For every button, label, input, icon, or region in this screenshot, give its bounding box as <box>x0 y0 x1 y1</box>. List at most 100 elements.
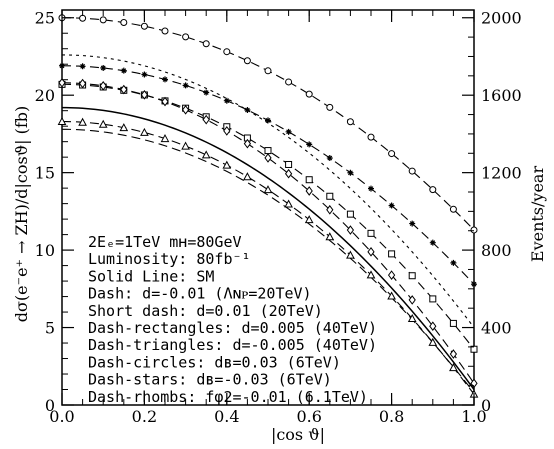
x-tick-label: 0.6 <box>296 407 321 426</box>
data-point-triangle-s5 <box>428 337 438 346</box>
ticks-group: 0.0 0.2 0.4 0.6 0.8 1.00510152025040080012001… <box>35 9 522 426</box>
data-point-triangle-s5 <box>366 270 376 279</box>
data-point-triangle-s5 <box>201 150 211 159</box>
data-point-rhomb-s8 <box>181 105 190 115</box>
data-point-rhomb-s8 <box>223 126 231 136</box>
data-point-star-s7 <box>471 281 477 288</box>
data-point-rhomb-s8 <box>78 78 87 89</box>
data-point-square-s4 <box>264 147 272 155</box>
y2-tick-label: 2000 <box>481 9 522 28</box>
data-point-star-s7 <box>79 63 86 70</box>
data-point-rhomb-s8 <box>346 225 355 235</box>
data-point-triangle-s5 <box>160 134 170 143</box>
data-point-triangle-s5 <box>78 117 87 126</box>
y-tick-label: 20 <box>35 86 55 105</box>
data-point-rhomb-s8 <box>387 270 396 280</box>
series-line-2 <box>61 128 475 393</box>
data-point-rhomb-s8 <box>264 153 272 163</box>
data-point-rhomb-s8 <box>305 186 313 196</box>
data-point-star-s7 <box>388 202 395 209</box>
y-tick-label: 5 <box>45 319 55 338</box>
data-point-star-s7 <box>182 82 189 89</box>
legend-entry-7: Dash-triangles: d=-0.005 (40TeV) <box>88 336 377 354</box>
data-point-rhomb-s8 <box>202 114 210 125</box>
data-point-star-s7 <box>59 62 65 69</box>
data-point-star-s7 <box>306 141 313 148</box>
data-point-rhomb-s8 <box>367 247 375 257</box>
data-point-square-s4 <box>429 295 437 303</box>
data-point-circle-s6 <box>243 57 251 65</box>
data-point-circle-s6 <box>120 19 128 27</box>
x-tick-label: 0.8 <box>379 407 404 426</box>
data-point-circle-s6 <box>429 186 437 194</box>
data-point-star-s7 <box>244 106 251 113</box>
data-point-rhomb-s8 <box>284 168 293 179</box>
data-point-star-s7 <box>429 239 436 246</box>
data-point-star-s7 <box>450 259 457 266</box>
data-point-triangle-s5 <box>119 123 129 132</box>
data-point-star-s7 <box>141 71 148 78</box>
data-point-triangle-s5 <box>284 199 293 208</box>
x-tick-label: 0.4 <box>214 407 239 426</box>
legend-entry-8: Dash-circles: dʙ=0.03 (6TeV) <box>88 353 341 371</box>
data-point-square-s4 <box>367 229 375 237</box>
y2-tick-label: 800 <box>481 241 512 260</box>
data-point-triangle-s5 <box>304 215 314 224</box>
y-tick-label: 10 <box>35 241 55 260</box>
data-point-star-s7 <box>100 64 107 71</box>
x-tick-label: 1.0 <box>461 407 486 426</box>
data-point-circle-s6 <box>388 150 396 158</box>
data-point-rhomb-s8 <box>140 89 149 100</box>
y2-tick-label: 1600 <box>481 86 522 105</box>
data-point-triangle-s5 <box>222 160 232 169</box>
data-point-triangle-s5 <box>325 232 335 241</box>
data-point-triangle-s5 <box>407 313 417 323</box>
data-point-star-s7 <box>326 155 333 162</box>
data-point-rhomb-s8 <box>408 295 416 305</box>
data-point-circle-s6 <box>202 40 210 48</box>
data-point-star-s7 <box>347 169 354 176</box>
data-point-circle-s6 <box>326 103 334 111</box>
legend-entry-10: Dash-rhombs: fφ2=-0.01 (6.1TeV) <box>88 388 368 406</box>
y2-tick-label: 0 <box>481 396 491 415</box>
data-point-triangle-s5 <box>243 172 252 181</box>
data-point-rhomb-s8 <box>120 84 128 95</box>
legend-entry-1: 2Eₑ=1TeV mʜ=80GeV <box>88 233 242 251</box>
data-point-circle-s6 <box>79 14 87 22</box>
data-point-star-s7 <box>162 76 168 83</box>
data-point-circle-s6 <box>470 226 478 234</box>
y2-tick-label: 400 <box>481 319 512 338</box>
legend-entry-5: Short dash: d=0.01 (20TeV) <box>88 302 323 320</box>
data-point-circle-s6 <box>449 205 457 213</box>
data-point-square-s4 <box>388 250 396 258</box>
data-point-rhomb-s8 <box>58 77 66 88</box>
y-tick-label: 0 <box>45 396 55 415</box>
data-point-star-s7 <box>203 89 210 96</box>
data-point-triangle-s5 <box>387 291 396 300</box>
data-point-circle-s6 <box>161 27 169 35</box>
data-point-circle-s6 <box>182 33 190 41</box>
data-point-circle-s6 <box>223 48 231 56</box>
y-tick-label: 25 <box>35 9 55 28</box>
legend-entry-6: Dash-rectangles: d=0.005 (40TeV) <box>88 319 377 337</box>
x-tick-label: 0.0 <box>49 407 74 426</box>
data-point-square-s4 <box>346 210 354 218</box>
legend-entry-4: Dash: d=-0.01 (Λɴᴘ=20TeV) <box>88 285 312 303</box>
data-point-triangle-s5 <box>140 127 149 136</box>
data-point-triangle-s5 <box>346 250 355 259</box>
x-axis-title: |cos ϑ| <box>271 425 325 444</box>
data-point-rhomb-s8 <box>243 138 252 149</box>
data-point-square-s4 <box>449 319 457 327</box>
data-point-triangle-s5 <box>181 141 190 150</box>
markers-group <box>57 14 479 398</box>
y2-tick-label: 1200 <box>481 164 522 183</box>
data-point-triangle-s5 <box>57 116 67 126</box>
data-point-circle-s6 <box>408 167 416 175</box>
data-point-star-s7 <box>223 97 230 104</box>
data-point-square-s4 <box>326 192 334 200</box>
data-point-rhomb-s8 <box>326 204 334 215</box>
data-point-circle-s6 <box>99 16 107 24</box>
series-line-4 <box>61 83 475 350</box>
legend-entry-2: Luminosity: 80fb⁻¹ <box>88 250 251 268</box>
series-line-1 <box>61 106 475 390</box>
